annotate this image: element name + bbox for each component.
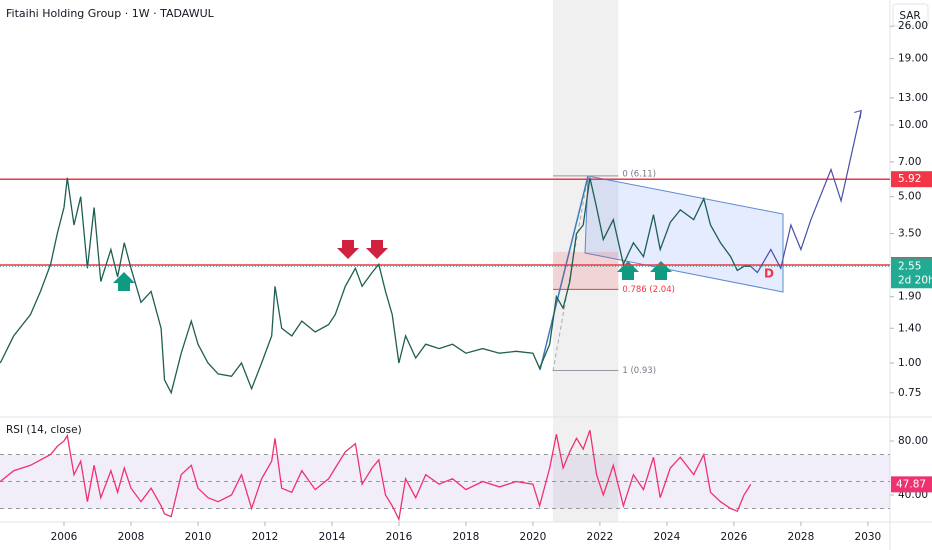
- fib-zone: [553, 251, 619, 290]
- x-tick-label: 2028: [788, 531, 815, 543]
- down-arrow: [337, 240, 359, 259]
- y-tick-label: 5.00: [898, 191, 921, 203]
- drawings-under: [553, 0, 619, 522]
- y-tick-label: 0.75: [898, 387, 921, 399]
- up-arrow: [650, 261, 672, 280]
- level-tag: [891, 171, 932, 188]
- x-tick-label: 2014: [319, 531, 346, 543]
- impulse-line: [539, 175, 589, 371]
- x-tick-label: 2024: [654, 531, 681, 543]
- y-tick-label: 3.50: [898, 228, 921, 240]
- rsi-title: RSI (14, close): [6, 424, 82, 436]
- x-tick-label: 2020: [520, 531, 547, 543]
- down-arrow: [366, 240, 388, 259]
- x-tick-label: 2018: [453, 531, 480, 543]
- price-line: [0, 177, 751, 395]
- fib-label: 0.786 (2.04): [622, 285, 675, 295]
- x-tick-label: 2006: [51, 531, 78, 543]
- sell-arrows: [337, 240, 388, 259]
- last-price-tag: [891, 258, 932, 289]
- y-tick-label: 7.00: [898, 156, 921, 168]
- x-tick-label: 2012: [252, 531, 279, 543]
- x-tick-label: 2016: [386, 531, 413, 543]
- y-tick-label: 80.00: [898, 435, 928, 447]
- x-tick-label: 2022: [587, 531, 614, 543]
- y-tick-label: 26.00: [898, 20, 928, 32]
- x-tick-label: 2026: [721, 531, 748, 543]
- currency-button[interactable]: [892, 3, 929, 27]
- y-tick-label: 10.00: [898, 119, 928, 131]
- y-tick-label: 1.00: [898, 357, 921, 369]
- x-tick-label: 2030: [855, 531, 882, 543]
- x-tick-label: 2008: [118, 531, 145, 543]
- projection-arrowhead: [854, 109, 862, 119]
- buy-arrows: [113, 261, 672, 291]
- level-tag-label: 5.92: [898, 173, 921, 185]
- rsi-value-label: 47.87: [896, 478, 926, 490]
- wave-label: D: [764, 267, 774, 281]
- x-tick-label: 2010: [185, 531, 212, 543]
- currency-label[interactable]: SAR: [899, 10, 920, 22]
- y-tick-label: 19.00: [898, 53, 928, 65]
- up-arrow: [113, 272, 135, 291]
- countdown-label: 2d 20h: [898, 274, 932, 286]
- price-line: [0, 429, 752, 522]
- projection-path: [750, 110, 862, 274]
- fib-range: [553, 0, 619, 522]
- y-tick-label: 1.40: [898, 322, 921, 334]
- fib-label: 0 (6.11): [622, 169, 656, 179]
- chart-title: Fitaihi Holding Group · 1W · TADAWUL: [6, 7, 215, 20]
- y-tick-label: 1.90: [898, 291, 921, 303]
- up-arrow: [617, 261, 639, 280]
- last-price-label: 2.55: [898, 260, 921, 272]
- fib-label: 1 (0.93): [622, 366, 656, 376]
- y-tick-label: 13.00: [898, 92, 928, 104]
- rsi-value-tag: [891, 476, 932, 493]
